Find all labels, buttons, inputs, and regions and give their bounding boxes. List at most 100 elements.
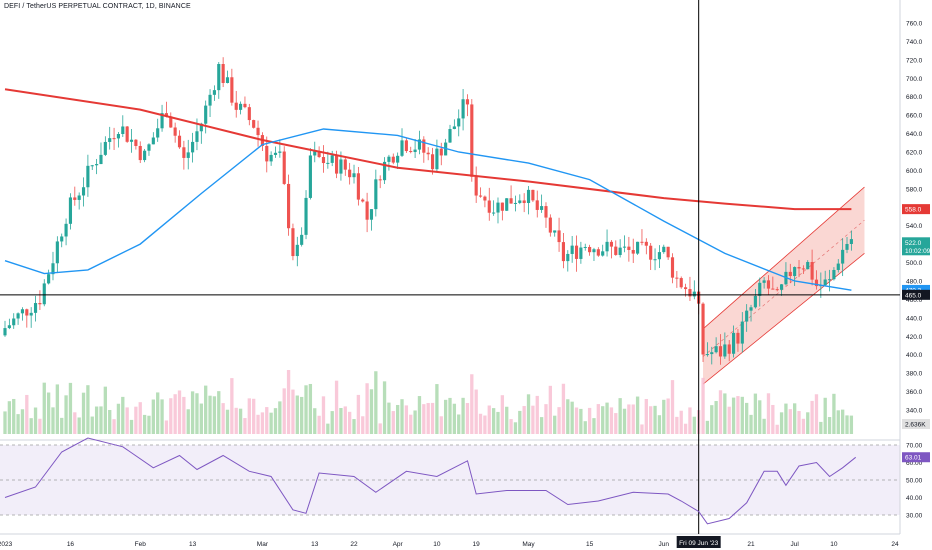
candle-body bbox=[55, 241, 59, 264]
candle-body bbox=[99, 154, 103, 165]
volume-bar bbox=[443, 399, 448, 434]
volume-bar bbox=[173, 394, 177, 434]
volume-bar bbox=[679, 410, 683, 434]
volume-bar bbox=[487, 405, 491, 434]
rsi-tick-label: 30.00 bbox=[906, 513, 923, 520]
candle-body bbox=[191, 141, 195, 153]
candle-body bbox=[636, 241, 640, 254]
candle-body bbox=[177, 135, 182, 148]
volume-bar bbox=[313, 408, 317, 434]
volume-bar bbox=[334, 380, 339, 434]
candle-body bbox=[51, 263, 55, 275]
price-tick-label: 760.0 bbox=[906, 21, 923, 28]
candle-body bbox=[836, 263, 840, 270]
candle-body bbox=[422, 139, 426, 153]
volume-bar bbox=[797, 411, 801, 434]
candle-body bbox=[25, 309, 29, 316]
volume-bar bbox=[330, 411, 334, 434]
candle-body bbox=[544, 206, 548, 218]
candle-body bbox=[487, 200, 491, 213]
rsi-tag: 63.01 bbox=[905, 455, 922, 462]
candle-body bbox=[291, 228, 295, 257]
crosshair-price-tag: 465.0 bbox=[905, 292, 922, 299]
candle-body bbox=[644, 241, 648, 246]
volume-bar bbox=[609, 407, 614, 434]
volume-bar bbox=[618, 398, 622, 434]
volume-bar bbox=[164, 420, 169, 434]
volume-bar bbox=[339, 408, 343, 434]
volume-bar bbox=[99, 406, 103, 434]
candle-body bbox=[81, 187, 86, 196]
channel-upper-line bbox=[702, 186, 865, 330]
volume-bar bbox=[238, 408, 243, 434]
rsi-tick-label: 60.00 bbox=[906, 460, 923, 467]
candle-body bbox=[723, 344, 727, 357]
time-tick-label: 2023 bbox=[0, 541, 13, 548]
volume-bar bbox=[286, 370, 291, 434]
volume-bar bbox=[108, 409, 112, 434]
candle-body bbox=[247, 107, 251, 121]
candle-body bbox=[252, 120, 256, 128]
volume-bar bbox=[160, 399, 164, 434]
candle-body bbox=[225, 77, 230, 83]
volume-bar bbox=[513, 422, 518, 434]
candle-body bbox=[112, 138, 116, 140]
volume-bar bbox=[182, 396, 186, 434]
volume-bar bbox=[282, 388, 286, 434]
ma-slow-line[interactable] bbox=[4, 88, 852, 211]
volume-bar bbox=[439, 416, 443, 434]
volume-bar bbox=[448, 397, 452, 434]
candle-body bbox=[20, 309, 25, 314]
candle-body bbox=[265, 145, 269, 162]
time-tick-label: 19 bbox=[473, 541, 481, 548]
volume-bar bbox=[3, 411, 7, 434]
candle-body bbox=[417, 139, 422, 150]
rsi-line[interactable] bbox=[4, 437, 857, 525]
volume-bar bbox=[151, 399, 155, 434]
candle-body bbox=[732, 332, 736, 354]
time-tick-label: 10 bbox=[433, 541, 441, 548]
candle-body bbox=[605, 241, 609, 252]
candle-body bbox=[727, 344, 731, 354]
candle-body bbox=[478, 195, 483, 197]
candle-body bbox=[156, 128, 160, 138]
candle-body bbox=[841, 249, 845, 264]
volume-bar bbox=[766, 393, 771, 434]
time-tick-label: 16 bbox=[67, 541, 75, 548]
volume-bar bbox=[775, 424, 779, 434]
volume-bar bbox=[230, 378, 234, 434]
candle-body bbox=[566, 253, 570, 262]
volume-bar bbox=[640, 424, 644, 434]
ma-fast-line[interactable] bbox=[4, 128, 852, 291]
volume-bar bbox=[7, 401, 12, 434]
volume-bar bbox=[273, 408, 278, 434]
candle-body bbox=[718, 346, 723, 357]
volume-bar bbox=[827, 417, 832, 434]
volume-bar bbox=[121, 396, 125, 434]
price-tick-label: 740.0 bbox=[906, 39, 923, 46]
price-tick-label: 460.0 bbox=[906, 297, 923, 304]
candle-body bbox=[461, 99, 465, 119]
candle-body bbox=[609, 241, 613, 247]
volume-bar bbox=[177, 390, 182, 434]
volume-bar bbox=[784, 403, 788, 434]
candle-body bbox=[47, 274, 51, 284]
channel-mid-line bbox=[702, 219, 865, 357]
candle-body bbox=[561, 242, 566, 262]
volume-bar bbox=[33, 407, 38, 434]
candle-body bbox=[404, 140, 408, 152]
volume-bar bbox=[356, 394, 361, 434]
candle-body bbox=[382, 161, 387, 181]
price-tick-label: 580.0 bbox=[906, 186, 923, 193]
candle-body bbox=[108, 138, 112, 142]
candle-body bbox=[540, 206, 544, 210]
candle-body bbox=[771, 288, 775, 290]
candle-body bbox=[147, 144, 151, 151]
candle-body bbox=[29, 312, 33, 316]
volume-bar bbox=[810, 400, 814, 434]
volume-bar bbox=[849, 415, 854, 434]
volume-bar bbox=[653, 405, 657, 434]
regression-channel[interactable] bbox=[703, 187, 865, 385]
volume-bar bbox=[518, 410, 522, 434]
